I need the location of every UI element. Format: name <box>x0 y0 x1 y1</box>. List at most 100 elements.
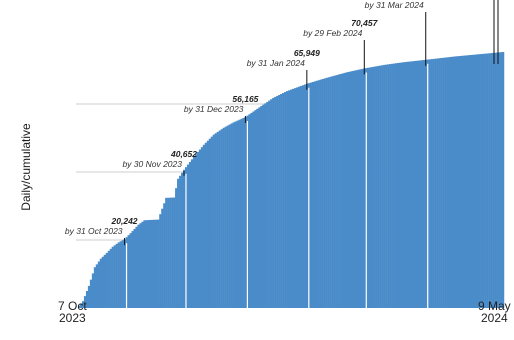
bar <box>361 68 364 308</box>
bar <box>252 111 255 308</box>
bar <box>462 55 465 308</box>
bar <box>177 178 180 308</box>
bar <box>436 58 439 308</box>
bar <box>408 61 412 308</box>
bar <box>486 53 489 308</box>
bar <box>400 62 404 309</box>
bars <box>77 51 505 309</box>
bar <box>484 53 487 309</box>
bar <box>398 62 402 308</box>
bar <box>299 85 303 308</box>
bar <box>490 53 493 308</box>
y-axis-label: Daily/cumulative <box>19 123 33 211</box>
bar <box>395 63 398 308</box>
bar <box>260 106 263 308</box>
bar <box>83 296 87 308</box>
bar <box>412 61 416 308</box>
bar <box>270 99 273 309</box>
bar <box>179 175 182 308</box>
bar <box>383 64 386 309</box>
bar <box>290 89 293 309</box>
bar <box>141 221 144 308</box>
bar <box>143 220 146 308</box>
bar <box>387 64 390 308</box>
bar <box>373 66 376 308</box>
bar <box>161 208 164 308</box>
bar <box>303 84 307 308</box>
bar <box>282 93 285 309</box>
bar <box>188 161 192 308</box>
bar <box>371 67 374 308</box>
bar <box>155 219 158 308</box>
bar <box>248 114 251 308</box>
bar <box>391 63 394 309</box>
bar <box>288 90 291 308</box>
annotation-label: by 31 Oct 2023 <box>65 226 123 236</box>
bar <box>121 240 124 308</box>
bar <box>238 119 241 308</box>
bar <box>416 60 420 308</box>
bar <box>337 74 340 308</box>
bar <box>327 77 330 308</box>
bar <box>476 54 479 308</box>
bar <box>190 159 194 308</box>
bar <box>458 56 461 308</box>
bar <box>234 121 237 308</box>
bar <box>454 56 457 309</box>
bar <box>319 79 322 308</box>
bar <box>353 70 356 308</box>
bar <box>109 248 112 308</box>
bar <box>369 67 372 308</box>
bar <box>222 127 225 308</box>
bar <box>139 223 142 308</box>
annotation-label: by 30 Nov 2023 <box>122 159 182 169</box>
bar <box>284 92 287 308</box>
bar <box>274 96 277 308</box>
bar <box>468 55 471 308</box>
bar <box>103 254 106 308</box>
bar <box>85 291 89 308</box>
bar <box>192 156 196 308</box>
bar <box>101 256 104 308</box>
bar <box>474 54 477 309</box>
x-tick-end: 9 May 2024 <box>478 300 511 324</box>
bar <box>460 55 463 308</box>
bar <box>321 79 324 308</box>
bar <box>278 94 281 308</box>
bar <box>478 54 481 308</box>
bar <box>196 151 200 308</box>
bar <box>202 144 206 308</box>
bar <box>446 57 449 309</box>
bar <box>498 52 501 308</box>
x-tick-start-year: 2023 <box>58 311 86 325</box>
bar <box>422 60 425 308</box>
bar <box>323 78 326 308</box>
bar <box>81 301 85 308</box>
bar <box>171 197 174 308</box>
bar <box>325 77 328 308</box>
bar <box>293 88 297 308</box>
bar <box>404 61 408 309</box>
bar <box>194 154 198 308</box>
bar <box>339 74 342 308</box>
bar <box>393 63 396 308</box>
bar <box>173 197 176 308</box>
bar <box>434 58 437 308</box>
bar <box>232 122 235 308</box>
bar <box>295 87 299 309</box>
bar <box>115 243 118 308</box>
bar <box>331 76 334 308</box>
bar <box>377 65 380 309</box>
bar <box>216 131 219 308</box>
bar <box>198 149 202 308</box>
bar <box>240 118 243 308</box>
bar <box>402 62 406 309</box>
bar <box>214 133 217 308</box>
bar <box>127 235 130 308</box>
bar <box>254 110 257 309</box>
bar <box>389 64 392 308</box>
bar <box>456 56 459 308</box>
bar <box>309 82 313 308</box>
